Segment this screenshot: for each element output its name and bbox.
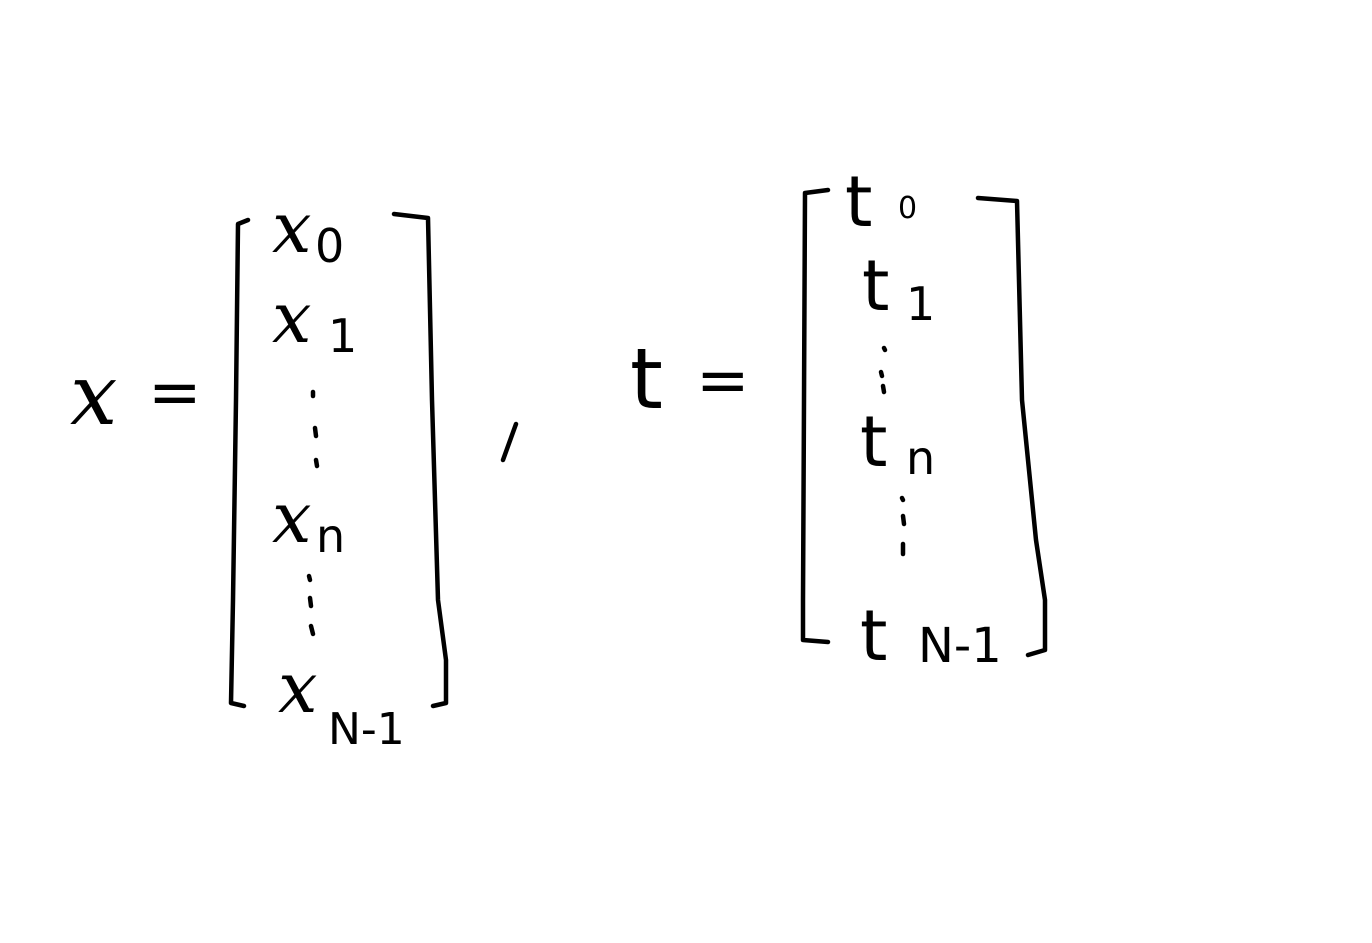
svg-text:0: 0	[898, 191, 917, 226]
svg-text:t: t	[860, 401, 887, 483]
entry-t0: t 0	[845, 161, 917, 243]
entry-t1: t 1	[862, 245, 935, 331]
svg-text:0: 0	[315, 219, 344, 273]
right-bracket-x	[391, 211, 449, 709]
svg-text:x: x	[272, 277, 311, 359]
svg-text:t: t	[862, 245, 889, 327]
vertical-ellipsis-t-2	[899, 495, 907, 557]
entry-x0: x 0	[272, 187, 344, 273]
svg-text:t: t	[860, 595, 887, 677]
svg-text:n: n	[316, 509, 345, 563]
right-bracket-t	[975, 195, 1048, 658]
entry-xn: x n	[272, 477, 345, 563]
entry-xN-1: x N-1	[278, 647, 405, 755]
separator-comma	[500, 421, 519, 463]
entry-tN-1: t N-1	[860, 595, 1002, 677]
equation-t: t = t 0 t 1 t n	[630, 161, 1048, 677]
lhs-t: t	[630, 330, 663, 428]
equals-sign-t: =	[696, 344, 750, 418]
entry-tn: t n	[860, 401, 935, 485]
svg-text:x: x	[272, 187, 311, 269]
equation-x: x = x 0 x 1 x n	[70, 187, 449, 755]
svg-text:1: 1	[328, 309, 357, 363]
svg-text:x: x	[278, 647, 317, 729]
svg-text:n: n	[906, 431, 935, 485]
equals-sign-x: =	[148, 356, 202, 430]
svg-text:1: 1	[906, 277, 935, 331]
lhs-x: x	[70, 346, 117, 444]
vertical-ellipsis-t-1	[878, 345, 888, 395]
svg-text:N-1: N-1	[328, 704, 405, 755]
entry-x1: x 1	[272, 277, 357, 363]
vertical-ellipsis-x-1	[310, 389, 320, 469]
left-bracket-t	[800, 187, 831, 645]
svg-text:t: t	[845, 161, 872, 243]
vertical-ellipsis-x-2	[306, 573, 316, 637]
svg-text:N-1: N-1	[918, 618, 1002, 674]
left-bracket-x	[228, 217, 251, 709]
svg-text:x: x	[272, 477, 311, 559]
